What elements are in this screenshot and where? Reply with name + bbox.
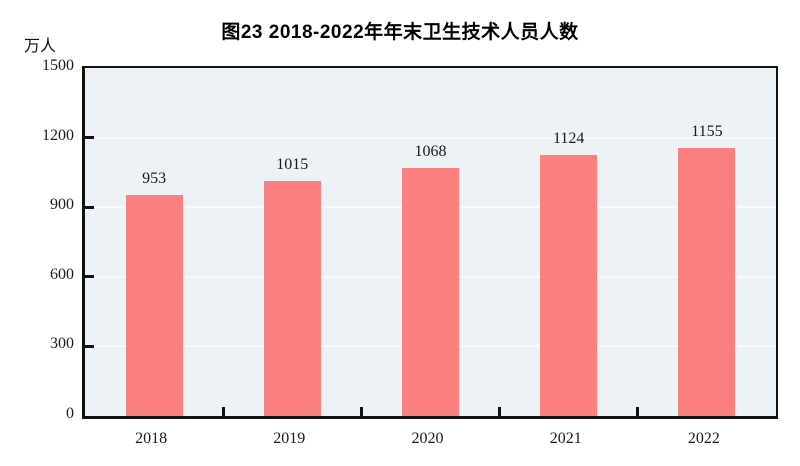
y-axis-label: 300 <box>50 335 74 353</box>
bar-value-label: 1015 <box>276 155 309 173</box>
grid-line <box>85 136 776 139</box>
y-axis-label: 900 <box>50 196 74 214</box>
bar-value-label: 1155 <box>691 123 723 141</box>
bar-value-label: 1068 <box>414 143 447 161</box>
bar-value-label: 953 <box>142 169 167 187</box>
y-axis-tick-labels: 0 300 600 900 1200 1500 <box>0 58 74 422</box>
bar-2022 <box>678 148 736 416</box>
x-axis-tick-mark <box>636 407 640 416</box>
x-axis-label-2019: 2019 <box>273 430 306 447</box>
bar-value-label: 1124 <box>552 130 585 148</box>
bar-2021 <box>540 155 598 416</box>
y-axis-label: 1500 <box>42 57 74 74</box>
y-axis-tick-mark <box>85 275 94 279</box>
x-axis-tick-mark <box>221 407 225 416</box>
x-axis-label-2020: 2020 <box>411 430 444 447</box>
x-axis-tick-mark <box>359 407 363 416</box>
x-axis-label-2022: 2022 <box>687 430 720 447</box>
chart-title: 图23 2018-2022年年末卫生技术人员人数 <box>221 22 579 43</box>
y-axis-tick-mark <box>85 205 94 209</box>
x-axis-tick-mark <box>498 407 502 416</box>
plot-area: 953 1015 1068 1124 1155 <box>82 66 778 419</box>
y-axis-label: 600 <box>50 265 74 283</box>
y-axis-tick-mark <box>85 136 94 140</box>
y-axis-label: 1200 <box>42 126 74 144</box>
y-axis-unit-label: 万人 <box>24 38 57 55</box>
x-axis-tick-labels: 2018 2019 2020 2021 2022 <box>82 428 778 452</box>
y-axis-label: 0 <box>66 405 74 422</box>
y-axis-tick-mark <box>85 344 94 348</box>
x-axis-label-2021: 2021 <box>549 430 582 447</box>
x-axis-label-2018: 2018 <box>135 430 168 447</box>
bar-2018 <box>125 194 183 416</box>
bar-2019 <box>263 180 321 416</box>
bar-2020 <box>402 168 459 416</box>
